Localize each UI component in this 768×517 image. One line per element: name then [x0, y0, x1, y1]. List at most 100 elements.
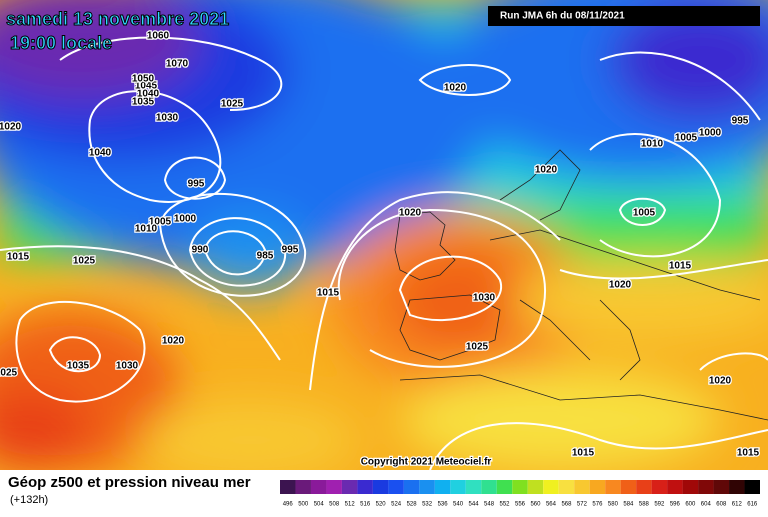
scale-label: 500: [298, 502, 309, 508]
isobar-label: 1020: [709, 376, 732, 387]
isobar-label: 995: [732, 116, 749, 127]
scale-label: 512: [345, 502, 356, 508]
run-box: [488, 6, 760, 26]
scale-label: 568: [561, 502, 572, 508]
scale-swatch: [295, 480, 311, 494]
isobar-label: 1015: [669, 261, 692, 272]
scale-swatch: [744, 480, 760, 494]
scale-swatch: [341, 480, 358, 494]
isobar-label: 1035: [67, 361, 90, 372]
scale-label: 580: [608, 502, 619, 508]
scale-label: 608: [716, 502, 727, 508]
scale-swatch: [682, 480, 699, 494]
scale-swatch: [543, 480, 559, 494]
scale-swatch: [419, 480, 435, 494]
isobar-label: 1025: [466, 342, 489, 353]
isobar-label: 1005: [149, 217, 172, 228]
map-time: 19:00 locale: [10, 33, 112, 53]
scale-label: 552: [500, 502, 511, 508]
isobar-label: 1040: [137, 89, 160, 100]
legend-subtitle: (+132h): [10, 494, 48, 506]
isobar-label: 1000: [174, 214, 197, 225]
isobar-labels: 1020102510301035104010451050107010601040…: [0, 29, 761, 460]
isobar-label: 1025: [221, 99, 244, 110]
isobar-label: 1020: [399, 208, 422, 219]
isobar-label: 1070: [166, 59, 189, 70]
isobar-label: 1030: [473, 293, 496, 304]
isobar-label: 1015: [737, 448, 760, 459]
scale-label: 516: [360, 502, 371, 508]
scale-label: 604: [701, 502, 712, 508]
coastlines: [394, 149, 768, 421]
isobar-label: 1015: [7, 252, 30, 263]
copyright: Copyright 2021 Meteociel.fr: [361, 457, 492, 468]
isobar-label: 1030: [116, 361, 139, 372]
scale-swatch: [729, 480, 745, 494]
scale-swatch: [372, 480, 389, 494]
scale-label: 528: [407, 502, 418, 508]
scale-swatch: [527, 480, 544, 494]
scale-label: 496: [283, 502, 294, 508]
isobar-label: 1045: [135, 81, 158, 92]
scale-swatch: [558, 480, 575, 494]
scale-label: 544: [469, 502, 480, 508]
scale-label: 576: [592, 502, 603, 508]
isobar-label: 995: [188, 179, 205, 190]
scale-swatch: [651, 480, 668, 494]
isobar-label: 1020: [535, 165, 558, 176]
scale-label: 536: [438, 502, 449, 508]
scale-label: 588: [639, 502, 650, 508]
scale-swatch: [636, 480, 652, 494]
scale-swatch: [512, 480, 528, 494]
isobar-label: 1015: [572, 448, 595, 459]
isobar-label: 1035: [132, 97, 155, 108]
scale-swatch: [605, 480, 621, 494]
scale-swatch: [465, 480, 482, 494]
scale-label: 520: [376, 502, 387, 508]
legend-title: Géop z500 et pression niveau mer: [8, 474, 251, 491]
isobar-label: 1010: [641, 139, 664, 150]
scale-label: 504: [314, 502, 325, 508]
isobar-label: 1025: [0, 368, 18, 379]
map-date: samedi 13 novembre 2021: [6, 9, 229, 29]
scale-label: 508: [329, 502, 340, 508]
scale-swatch: [589, 480, 606, 494]
isobar-label: 1040: [89, 148, 112, 159]
isobar-label: 1020: [0, 122, 22, 133]
scale-swatch: [434, 480, 451, 494]
scale-swatch: [403, 480, 420, 494]
scale-swatch: [310, 480, 327, 494]
isobar-label: 995: [282, 245, 299, 256]
scale-label: 524: [391, 502, 402, 508]
scale-label: 584: [623, 502, 634, 508]
scale-label: 600: [685, 502, 696, 508]
isobar-label: 1025: [73, 256, 96, 267]
isobar-label: 985: [257, 251, 274, 262]
isobar-label: 1020: [162, 336, 185, 347]
scale-swatch: [496, 480, 513, 494]
scale-label: 540: [453, 502, 464, 508]
isobar-label: 1010: [135, 224, 158, 235]
scale-swatch: [667, 480, 683, 494]
isobar-label: 1005: [633, 208, 656, 219]
scale-swatch: [713, 480, 730, 494]
isobar-label: 990: [192, 245, 209, 256]
scale-swatch: [698, 480, 714, 494]
scale-swatch: [450, 480, 466, 494]
scale-label: 556: [515, 502, 526, 508]
isobar-label: 1005: [675, 133, 698, 144]
scale-swatch: [620, 480, 637, 494]
run-label: Run JMA 6h du 08/11/2021: [500, 11, 625, 22]
isobar-label: 1030: [156, 113, 179, 124]
scale-swatch: [481, 480, 497, 494]
scale-label: 548: [484, 502, 495, 508]
isobar-label: 1000: [699, 128, 722, 139]
isobar-label: 1020: [609, 280, 632, 291]
scale-swatch: [280, 480, 296, 494]
scale-swatch: [574, 480, 590, 494]
color-scale: 496 500 504 508 512 516 520 524 528 532 536 540 544 5…: [280, 480, 760, 508]
isobar-label: 1060: [147, 31, 170, 42]
scale-label: 560: [530, 502, 541, 508]
